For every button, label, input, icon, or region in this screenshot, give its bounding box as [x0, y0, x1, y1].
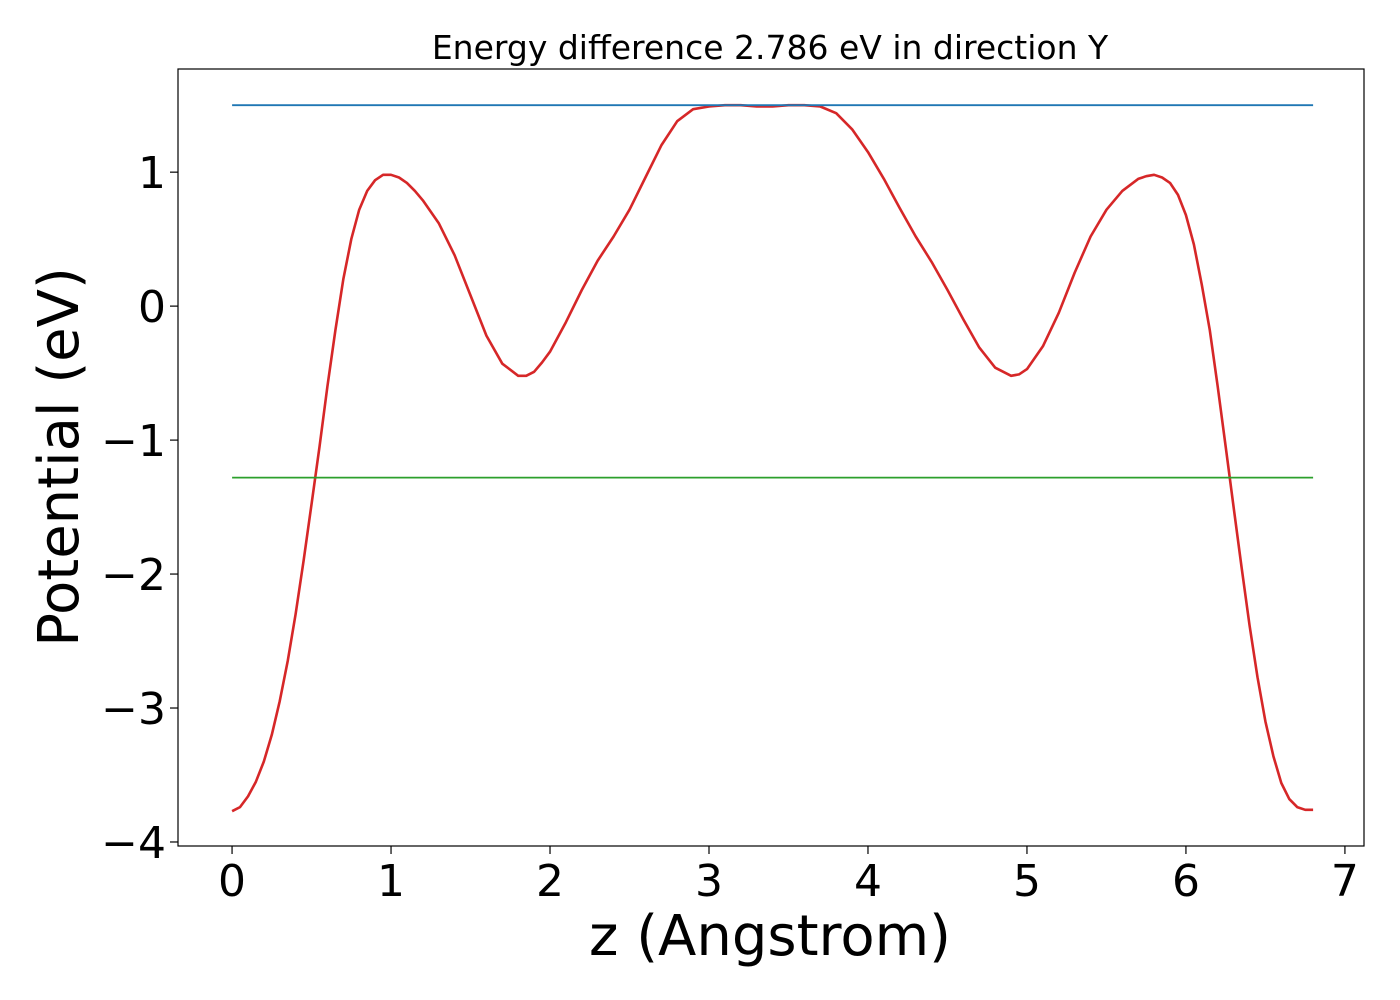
x-tick-label: 0	[218, 856, 246, 907]
x-tick-label: 2	[536, 856, 564, 907]
y-tick-label: 1	[138, 148, 166, 199]
chart-title: Energy difference 2.786 eV in direction …	[432, 28, 1109, 67]
y-tick-label: 0	[138, 282, 166, 333]
x-tick-label: 3	[695, 856, 723, 907]
y-tick-label: −2	[101, 550, 166, 601]
plot-area	[177, 68, 1365, 847]
x-tick-label: 1	[377, 856, 405, 907]
series-layer	[231, 103, 1314, 813]
y-axis-ticks: −4 −3 −2 −1 0 1	[101, 148, 178, 869]
x-tick-label: 5	[1013, 856, 1041, 907]
x-tick-label: 6	[1172, 856, 1200, 907]
y-axis-label: Potential (eV)	[27, 267, 92, 647]
series-line-0	[231, 103, 1314, 813]
x-axis-ticks: 0 1 2 3 4 5 6 7	[218, 846, 1359, 907]
plot-frame	[177, 68, 1365, 847]
x-tick-label: 7	[1331, 856, 1359, 907]
x-axis-label: z (Angstrom)	[589, 904, 951, 969]
x-tick-label: 4	[854, 856, 882, 907]
y-tick-label: −4	[101, 818, 166, 869]
y-tick-label: −1	[101, 416, 166, 467]
y-tick-label: −3	[101, 684, 166, 735]
